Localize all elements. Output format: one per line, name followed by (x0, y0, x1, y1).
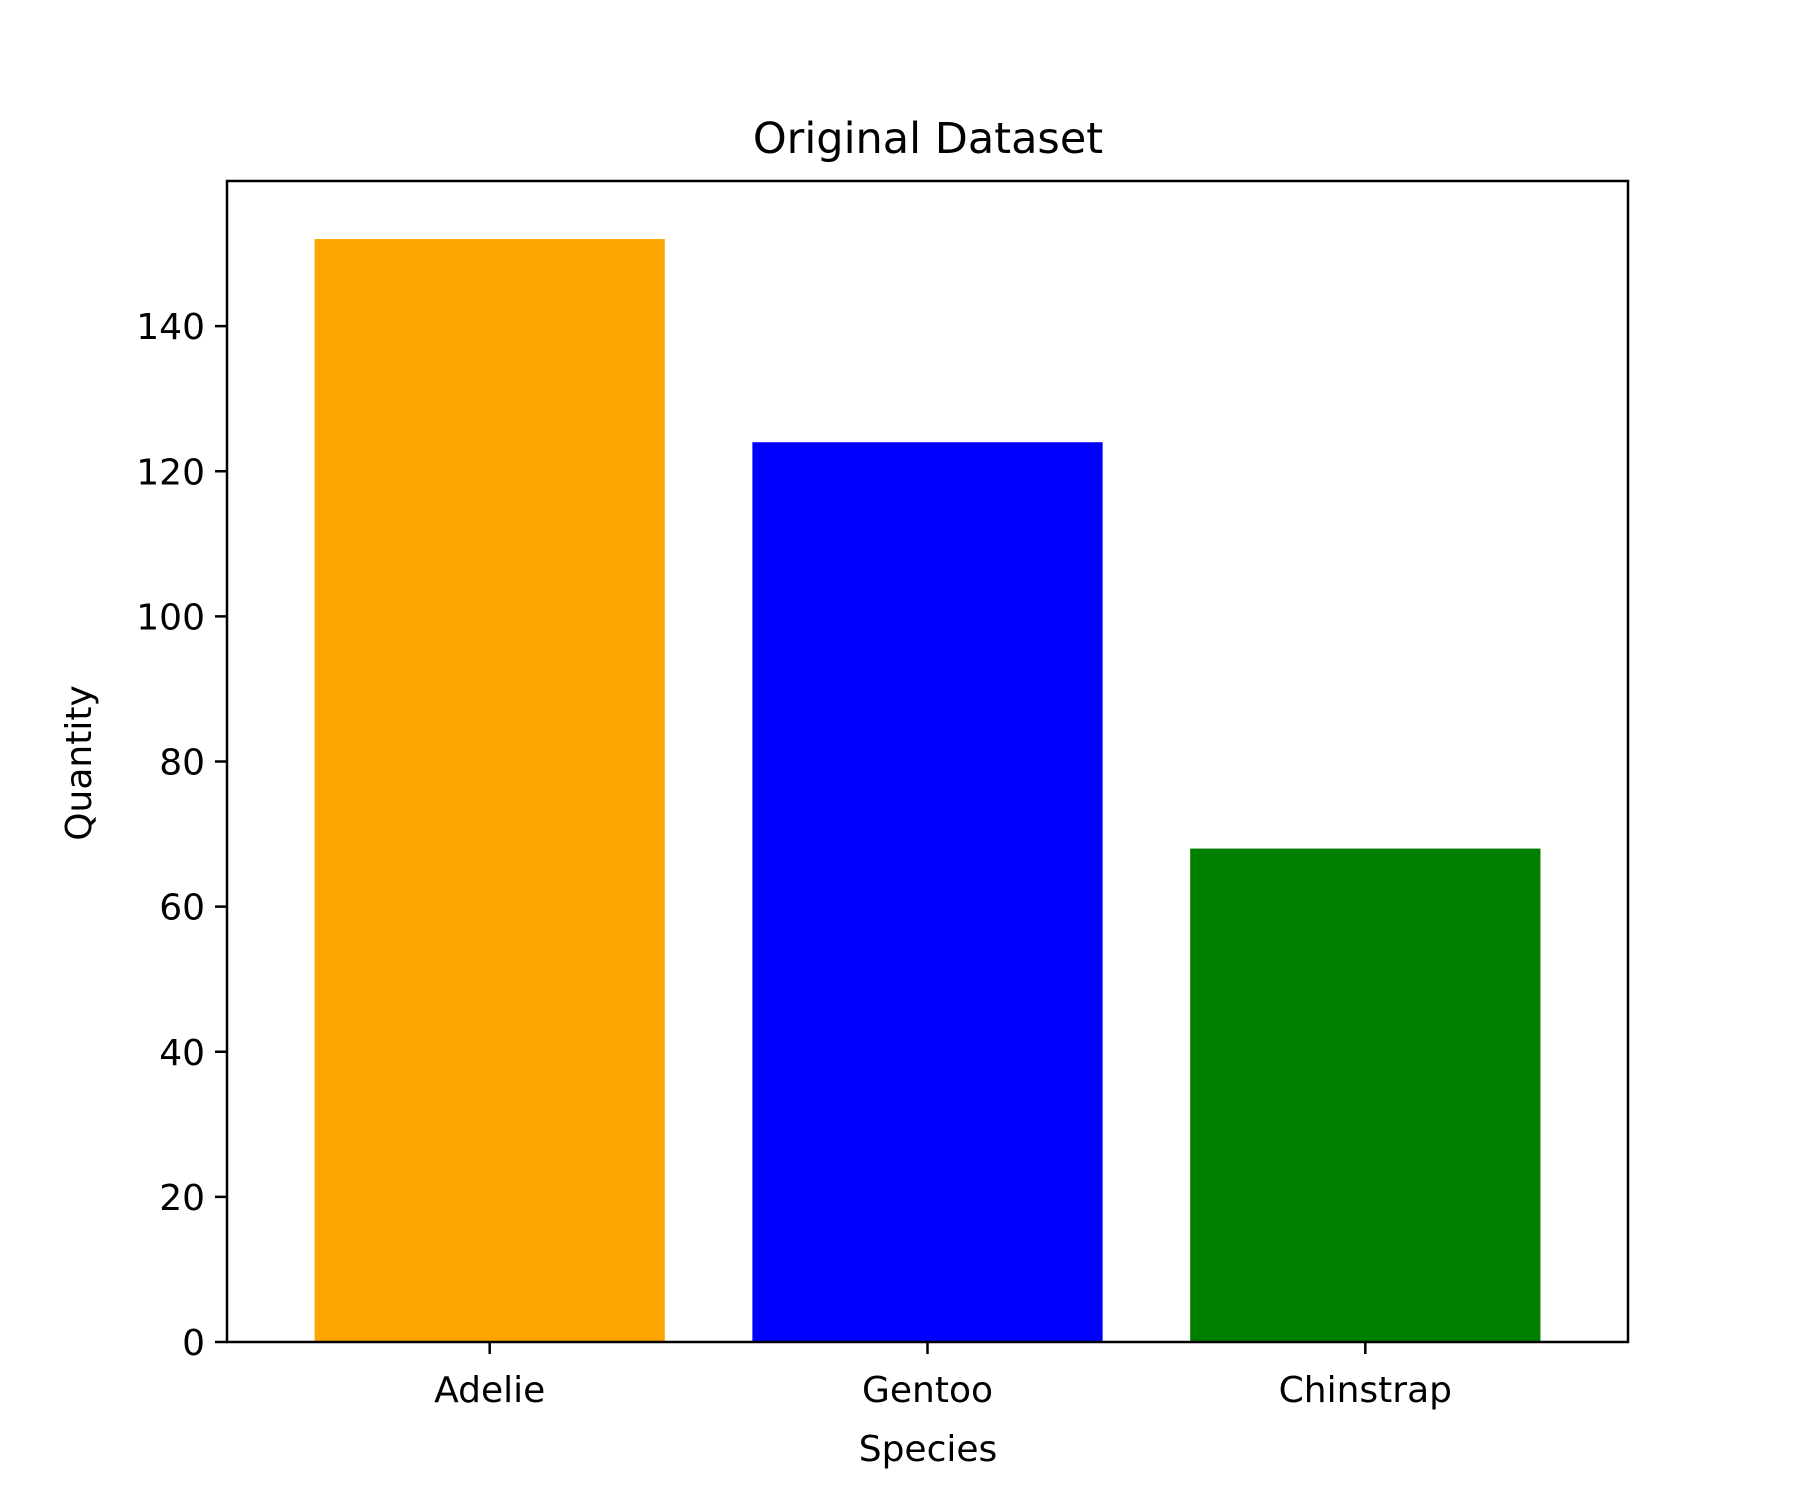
bar-adelie (314, 239, 665, 1342)
y-tick-label: 100 (136, 597, 205, 638)
x-axis: Adelie Gentoo Chinstrap (434, 1342, 1452, 1411)
x-axis-label: Species (859, 1429, 998, 1470)
y-axis-label: Quantity (59, 685, 100, 841)
y-tick-label: 20 (159, 1178, 205, 1219)
bar-gentoo (752, 442, 1103, 1343)
bar-chinstrap (1190, 848, 1541, 1342)
chart-title: Original Dataset (753, 114, 1103, 164)
x-tick-label-adelie: Adelie (434, 1370, 545, 1411)
y-tick-label: 40 (159, 1033, 205, 1074)
y-tick-label: 120 (136, 452, 205, 493)
plot-area (314, 239, 1541, 1343)
y-tick-label: 80 (159, 743, 205, 784)
y-tick-label: 140 (136, 307, 205, 348)
y-tick-label: 60 (159, 888, 205, 929)
x-tick-label-gentoo: Gentoo (862, 1370, 993, 1411)
y-tick-label: 0 (182, 1323, 205, 1364)
y-axis: 0 20 40 60 80 100 120 140 (136, 307, 227, 1364)
x-tick-label-chinstrap: Chinstrap (1279, 1370, 1452, 1411)
